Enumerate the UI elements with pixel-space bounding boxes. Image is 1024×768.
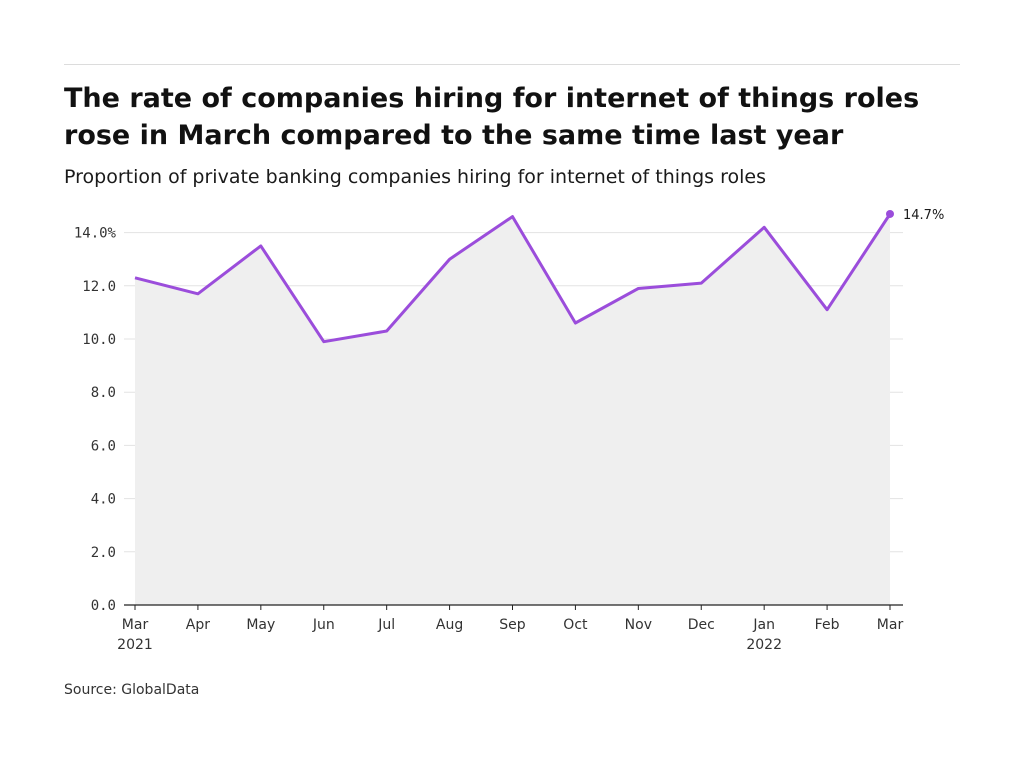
y-tick-label: 6.0: [91, 438, 116, 454]
end-value-label: 14.7%: [903, 208, 944, 223]
x-tick-label: Apr: [186, 617, 210, 633]
x-tick-label: Aug: [436, 617, 463, 633]
y-tick-label: 4.0: [91, 492, 116, 508]
x-tick-label: Nov: [625, 617, 652, 633]
y-tick-label: 14.0%: [74, 226, 117, 242]
x-tick-label: Dec: [688, 617, 715, 633]
y-tick-label: 0.0: [91, 598, 116, 614]
y-tick-label: 8.0: [91, 385, 116, 401]
chart-subtitle: Proportion of private banking companies …: [64, 166, 766, 188]
source-note: Source: GlobalData: [64, 682, 200, 698]
x-tick-label: May: [246, 617, 275, 633]
x-tick-labels: Mar 2021 Apr May Jun Jul Aug Sep Oct Nov Dec Jan 202…: [117, 605, 903, 653]
y-tick-labels: 0.0 2.0 4.0 6.0 8.0 10.0 12.0 14.0%: [74, 226, 117, 614]
y-tick-label: 12.0: [82, 279, 116, 295]
chart-title: The rate of companies hiring for interne…: [64, 83, 920, 151]
x-tick-label: Feb: [815, 617, 840, 633]
area-fill: [135, 214, 890, 605]
x-tick-label: Sep: [499, 617, 526, 633]
x-tick-label: Jul: [377, 617, 395, 633]
top-rule: [64, 64, 960, 65]
x-tick-label: Jan: [752, 617, 775, 633]
x-tick-year-label: 2022: [746, 637, 782, 653]
end-point: [886, 209, 894, 218]
end-marker: 14.7%: [886, 208, 944, 223]
y-tick-label: 2.0: [91, 545, 116, 561]
x-tick-year-label: 2021: [117, 637, 153, 653]
x-tick-label: Mar: [877, 617, 904, 633]
x-tick-label: Oct: [563, 617, 588, 633]
x-tick-label: Jun: [312, 617, 335, 633]
y-tick-label: 10.0: [82, 332, 116, 348]
series-line: [134, 213, 892, 344]
x-tick-label: Mar: [122, 617, 149, 633]
